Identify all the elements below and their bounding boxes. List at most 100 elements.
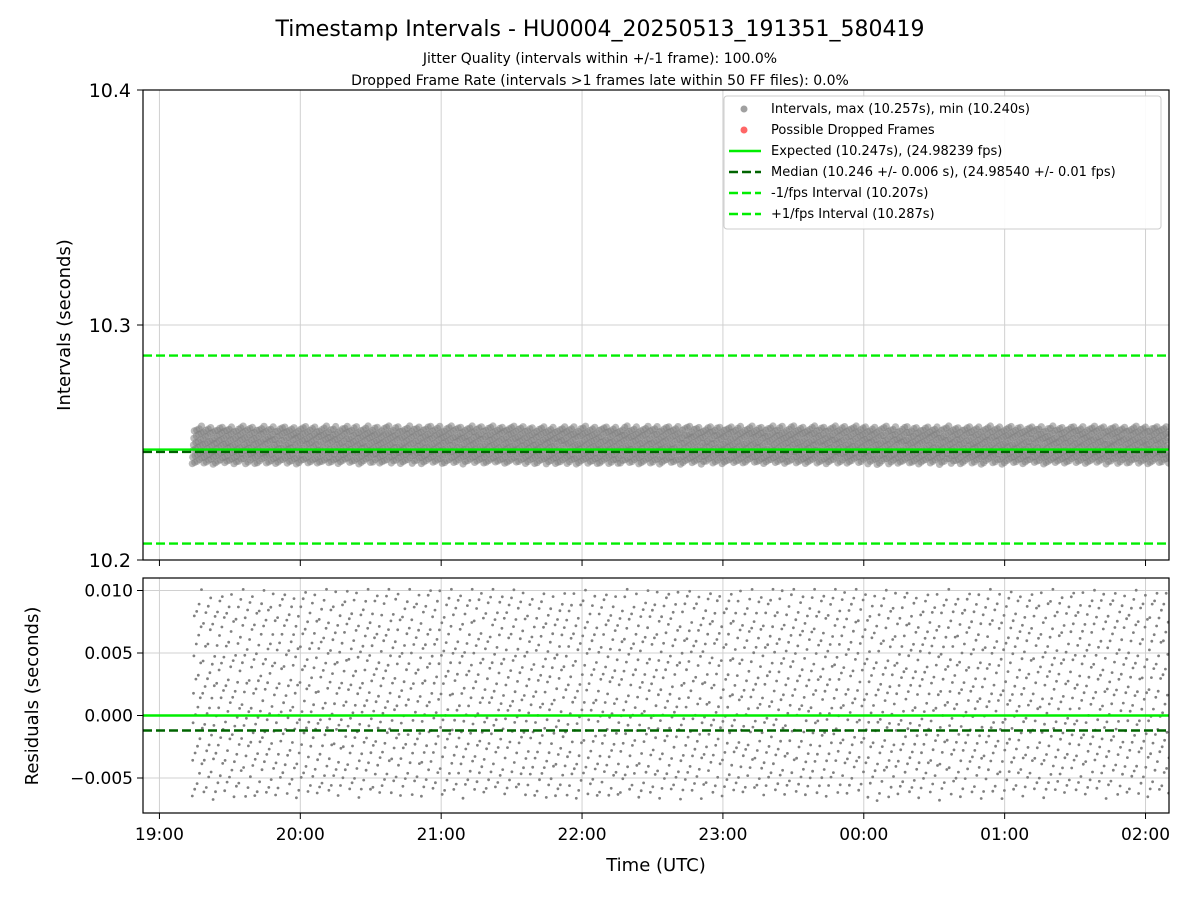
residual-point xyxy=(777,670,781,674)
residual-point xyxy=(781,726,785,730)
residual-point xyxy=(1017,704,1021,708)
residual-point xyxy=(1083,623,1087,626)
residual-point xyxy=(989,726,993,729)
residual-point xyxy=(373,636,376,640)
residual-point xyxy=(1080,699,1084,702)
residual-point xyxy=(696,664,700,667)
residual-point xyxy=(1081,762,1085,766)
residual-point xyxy=(836,791,840,794)
residual-point xyxy=(542,592,546,596)
residual-point xyxy=(455,708,459,712)
residual-point xyxy=(209,596,213,600)
residual-point xyxy=(892,702,896,706)
residual-point xyxy=(425,704,429,708)
residual-point xyxy=(905,591,909,595)
residual-point xyxy=(676,629,679,632)
residual-point xyxy=(428,700,431,704)
residual-point xyxy=(692,606,696,610)
residual-point xyxy=(245,648,249,651)
residual-point xyxy=(574,624,578,628)
residual-point xyxy=(700,721,704,725)
residual-point xyxy=(379,720,382,724)
residual-point xyxy=(415,602,418,606)
residual-point xyxy=(1160,784,1164,788)
residual-point xyxy=(507,636,511,640)
residual-point xyxy=(679,759,683,763)
residual-point xyxy=(296,647,300,651)
residual-point xyxy=(875,624,879,628)
residual-point xyxy=(485,716,489,720)
residual-point xyxy=(469,696,473,700)
residual-point xyxy=(733,684,737,687)
residual-point xyxy=(335,728,338,731)
residual-point xyxy=(1129,639,1133,643)
residual-point xyxy=(429,589,432,592)
residual-point xyxy=(417,628,420,632)
residual-point xyxy=(341,745,345,749)
residual-point xyxy=(812,693,815,696)
residual-point xyxy=(838,643,841,646)
residual-point xyxy=(854,587,858,591)
residual-point xyxy=(312,703,315,707)
residual-point xyxy=(216,610,219,614)
residual-point xyxy=(1097,779,1101,783)
residual-point xyxy=(914,670,917,674)
residual-point xyxy=(359,613,363,617)
residual-point xyxy=(230,593,233,596)
residuals-panel: 19:00 20:00 21:00 22:00 23:00 00:00 01:00 02:00… xyxy=(22,577,1170,876)
residual-point xyxy=(693,747,697,751)
residual-point xyxy=(1021,756,1025,760)
residual-point xyxy=(364,768,368,772)
residual-point xyxy=(936,764,939,767)
residual-point xyxy=(783,793,786,796)
residual-point xyxy=(452,788,456,791)
residual-point xyxy=(719,696,723,700)
residual-point xyxy=(338,614,342,618)
residual-point xyxy=(806,784,810,788)
residual-point xyxy=(765,716,769,720)
residual-point xyxy=(331,672,334,675)
residual-point xyxy=(864,593,867,596)
residual-point xyxy=(522,766,525,770)
residual-point xyxy=(647,764,650,768)
residual-point xyxy=(1003,717,1007,721)
residual-point xyxy=(1135,764,1138,768)
residual-point xyxy=(870,636,874,640)
residuals-y-tick-label: −0.005 xyxy=(70,769,133,789)
residual-point xyxy=(210,733,213,737)
residual-point xyxy=(1005,741,1009,745)
residual-point xyxy=(977,766,981,769)
residual-point xyxy=(1026,776,1029,779)
residual-point xyxy=(801,629,804,633)
residual-point xyxy=(637,795,641,799)
residual-point xyxy=(738,628,742,632)
residual-point xyxy=(891,606,895,610)
residual-point xyxy=(434,781,437,785)
residual-point xyxy=(636,695,639,699)
residual-point xyxy=(735,674,739,677)
residuals-y-tick-label: 0.000 xyxy=(84,707,133,727)
residual-point xyxy=(218,599,222,603)
residual-point xyxy=(297,788,301,792)
residual-point xyxy=(468,769,472,773)
residual-point xyxy=(281,732,285,736)
residual-point xyxy=(757,600,761,604)
residual-point xyxy=(328,680,332,684)
residual-point xyxy=(783,754,787,758)
residual-point xyxy=(1134,623,1138,627)
residual-point xyxy=(1084,760,1088,763)
residual-point xyxy=(869,745,873,749)
residual-point xyxy=(474,680,478,684)
residual-point xyxy=(313,767,317,771)
residual-point xyxy=(591,604,594,607)
residual-point xyxy=(1076,644,1080,647)
residual-point xyxy=(1158,788,1161,791)
residual-point xyxy=(727,632,730,636)
residual-point xyxy=(614,770,618,774)
residual-point xyxy=(212,724,216,727)
residual-point xyxy=(321,744,324,748)
residual-point xyxy=(355,591,358,595)
residual-point xyxy=(1117,648,1121,652)
residual-point xyxy=(620,640,624,644)
residual-point xyxy=(809,743,812,747)
